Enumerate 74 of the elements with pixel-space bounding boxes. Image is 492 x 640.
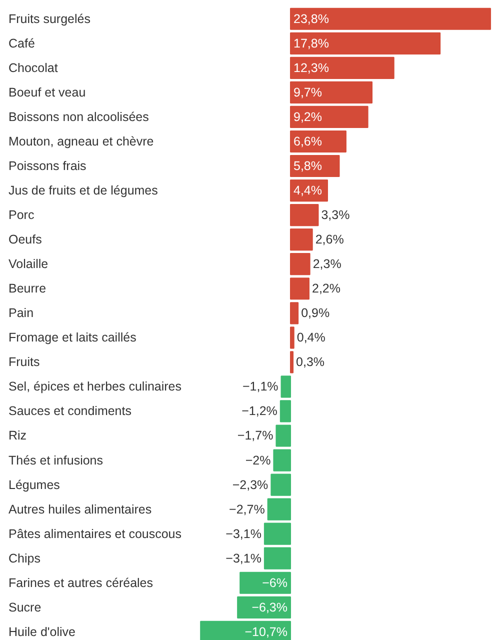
data-label: 0,3% (296, 355, 325, 370)
y-tick-label: Boeuf et veau (8, 85, 86, 100)
data-label: −3,1% (226, 551, 262, 566)
y-tick-label: Chips (8, 551, 40, 566)
y-tick-label: Légumes (8, 478, 60, 492)
y-tick-label: Jus de fruits et de légumes (8, 184, 158, 198)
data-label: −2,3% (232, 478, 268, 492)
y-tick-label: Volaille (8, 257, 48, 272)
bar (264, 547, 291, 570)
bar (290, 326, 294, 349)
y-tick-label: Porc (8, 208, 34, 222)
data-label: −10,7% (244, 624, 288, 639)
bar (290, 8, 491, 30)
data-label: 9,2% (294, 110, 322, 124)
y-tick-label: Sauces et condiments (8, 404, 132, 418)
y-tick-label: Huile d'olive (8, 624, 76, 639)
data-label: −3,1% (226, 526, 262, 541)
y-tick-label: Fruits surgelés (8, 12, 90, 26)
data-label: −1,2% (242, 404, 278, 418)
data-label: 2,6% (315, 232, 344, 247)
bar (273, 449, 291, 472)
y-tick-label: Sucre (8, 600, 42, 614)
bar (290, 130, 346, 153)
y-tick-label: Farines et autres céréales (8, 576, 154, 590)
y-tick-label: Chocolat (8, 60, 58, 75)
data-label: 2,2% (312, 282, 340, 296)
bar (280, 376, 291, 398)
data-label: −6,3% (252, 600, 288, 614)
y-tick-label: Beurre (8, 282, 46, 296)
data-label: 0,9% (301, 306, 330, 320)
bar (280, 400, 291, 422)
y-tick-label: Pain (8, 306, 34, 320)
data-label: −2,7% (229, 502, 265, 516)
bar (240, 572, 291, 594)
bar (290, 204, 319, 226)
bar (290, 56, 394, 79)
data-label: −2% (245, 453, 271, 468)
y-tick-label: Thés et infusions (8, 453, 103, 468)
data-label: 23,8% (294, 12, 329, 26)
y-tick-label: Fruits (8, 355, 40, 370)
data-label: 9,7% (294, 85, 322, 100)
y-tick-label: Autres huiles alimentaires (8, 502, 152, 516)
bar (290, 278, 310, 300)
data-label: 6,6% (294, 134, 322, 148)
bar (267, 498, 291, 520)
data-label: 5,8% (294, 159, 322, 174)
data-label: −6% (262, 576, 288, 590)
data-label: 0,4% (296, 330, 326, 345)
y-tick-label: Oeufs (8, 232, 42, 247)
bar (276, 424, 291, 447)
bar (270, 474, 291, 496)
y-tick-label: Riz (8, 428, 27, 443)
data-label: −1,7% (237, 428, 274, 443)
y-tick-label: Mouton, agneau et chèvre (8, 134, 154, 148)
bar (290, 81, 373, 104)
data-label: 2,3% (312, 257, 342, 272)
data-label: 3,3% (321, 208, 350, 222)
bar (290, 302, 299, 324)
data-label: 17,8% (294, 36, 329, 50)
y-tick-label: Café (8, 36, 35, 50)
data-label: 12,3% (294, 60, 329, 75)
bar (290, 253, 310, 276)
y-tick-label: Boissons non alcoolisées (8, 110, 149, 124)
bar (290, 351, 294, 374)
y-tick-label: Poissons frais (8, 159, 86, 174)
bar (290, 32, 441, 54)
data-label: −1,1% (242, 380, 278, 394)
y-tick-label: Sel, épices et herbes culinaires (8, 380, 182, 394)
bar (290, 106, 368, 128)
data-label: 4,4% (294, 184, 322, 198)
bar (264, 522, 291, 545)
bar (290, 228, 313, 251)
y-tick-label: Pâtes alimentaires et couscous (8, 526, 182, 541)
y-tick-label: Fromage et laits caillés (8, 330, 136, 345)
